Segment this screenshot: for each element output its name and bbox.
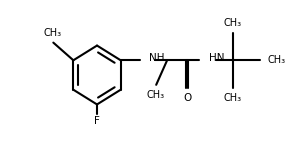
Text: CH₃: CH₃ [146, 90, 164, 100]
Text: HN: HN [209, 53, 225, 63]
Text: O: O [183, 93, 191, 103]
Text: CH₃: CH₃ [267, 55, 285, 65]
Text: NH: NH [149, 53, 164, 63]
Text: CH₃: CH₃ [224, 93, 242, 103]
Text: F: F [94, 116, 100, 126]
Text: CH₃: CH₃ [224, 18, 242, 28]
Text: CH₃: CH₃ [43, 28, 61, 38]
